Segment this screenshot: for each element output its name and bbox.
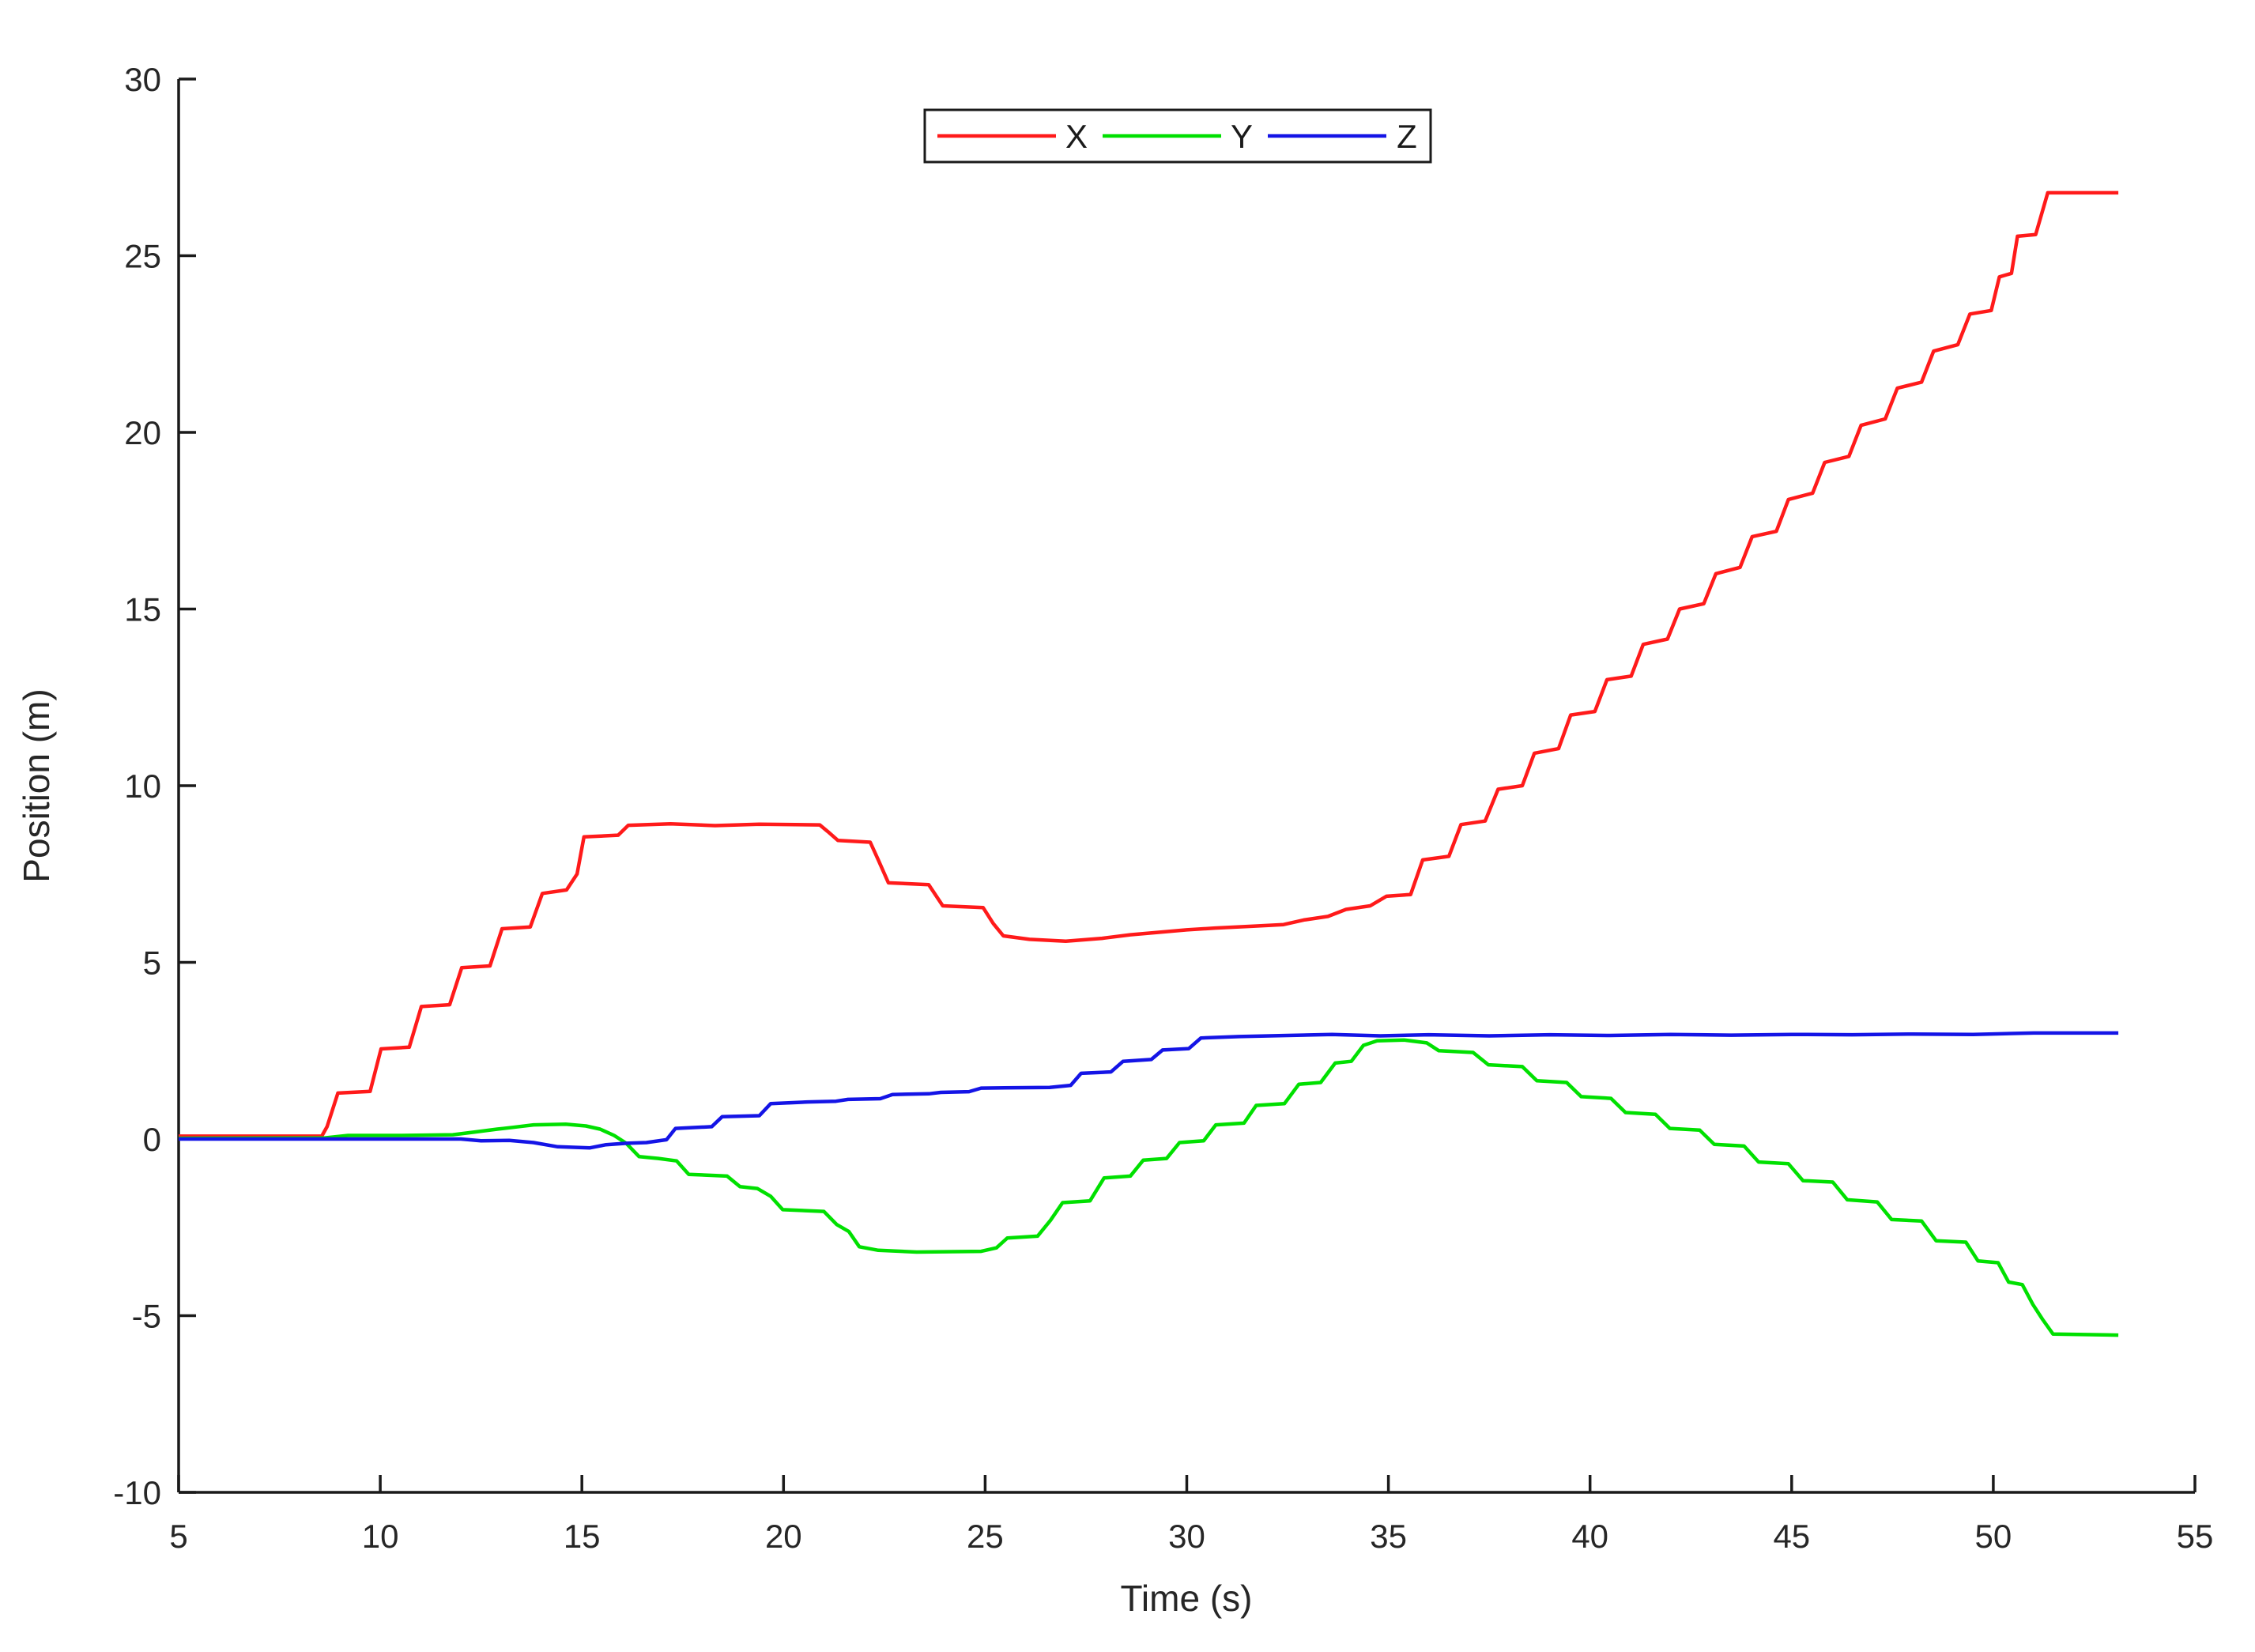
y-tick-label: -5	[132, 1298, 161, 1335]
series-x-line	[179, 190, 2119, 1138]
legend-label-z: Z	[1397, 118, 1417, 155]
y-tick-label: 30	[124, 61, 161, 98]
axes: 5 10 15 20 25 30 35 40 45 50 55 -10 -5 0 5 10 15 20 25 30	[113, 61, 2213, 1555]
x-tick-label: 55	[2177, 1518, 2214, 1555]
y-tick-label: 15	[124, 591, 161, 628]
x-tick-label: 35	[1370, 1518, 1407, 1555]
x-tick-label: 15	[564, 1518, 601, 1555]
x-tick-label: 10	[362, 1518, 399, 1555]
x-tick-label: 25	[967, 1518, 1004, 1555]
series-z-line	[179, 1031, 2119, 1150]
legend-label-x: X	[1065, 118, 1088, 155]
x-tick-label: 5	[169, 1518, 187, 1555]
series-y-line	[178, 1038, 2119, 1337]
x-tick-label: 30	[1168, 1518, 1205, 1555]
x-tick-label: 40	[1571, 1518, 1608, 1555]
y-tick-label: 20	[124, 414, 161, 451]
x-tick-label: 50	[1975, 1518, 2012, 1555]
series-lines	[178, 190, 2119, 1337]
x-tick-label: 45	[1773, 1518, 1810, 1555]
x-axis-label: Time (s)	[1121, 1578, 1253, 1619]
y-tick-label: 5	[143, 945, 161, 982]
y-tick-label: -10	[113, 1474, 161, 1511]
y-tick-label: 10	[124, 768, 161, 805]
y-axis-label: Position (m)	[16, 688, 57, 882]
legend: X Y Z	[923, 108, 1432, 164]
x-tick-label: 20	[765, 1518, 802, 1555]
legend-label-y: Y	[1231, 118, 1253, 155]
y-tick-label: 25	[124, 238, 161, 275]
y-tick-label: 0	[143, 1121, 161, 1158]
